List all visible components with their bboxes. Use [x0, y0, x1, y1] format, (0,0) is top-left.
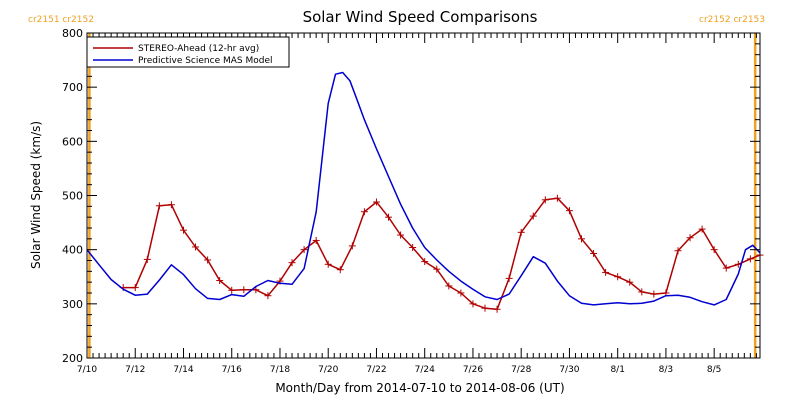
data-point-stereo [385, 213, 393, 221]
data-point-stereo [614, 273, 622, 281]
data-point-stereo [650, 290, 658, 298]
legend-label-stereo: STEREO-Ahead (12-hr avg) [138, 44, 259, 54]
data-point-stereo [517, 228, 525, 236]
data-point-stereo [288, 259, 296, 267]
chart-title: Solar Wind Speed Comparisons [303, 8, 538, 26]
x-tick-label: 7/22 [366, 365, 386, 375]
data-point-stereo [674, 247, 682, 255]
y-tick-label: 700 [62, 81, 83, 94]
data-point-stereo [746, 255, 754, 263]
y-tick-label: 300 [62, 298, 83, 311]
y-tick-label: 400 [62, 244, 83, 257]
data-point-stereo [445, 282, 453, 290]
data-point-stereo [409, 244, 417, 251]
x-tick-label: 8/3 [659, 365, 673, 375]
data-point-stereo [541, 196, 549, 204]
data-point-stereo [638, 288, 646, 296]
data-point-stereo [348, 242, 356, 250]
data-point-stereo [372, 198, 380, 206]
data-point-stereo [553, 194, 561, 202]
data-point-stereo [577, 235, 585, 243]
x-tick-label: 7/18 [270, 365, 290, 375]
data-point-stereo [336, 266, 344, 274]
legend: STEREO-Ahead (12-hr avg) Predictive Scie… [86, 36, 290, 68]
x-tick-label: 7/12 [125, 365, 145, 375]
y-tick-label: 500 [62, 190, 83, 203]
data-point-stereo [481, 304, 489, 312]
x-tick-label: 7/14 [173, 365, 193, 375]
data-point-stereo [228, 286, 236, 294]
carrington-marker-label: cr2152 cr2153 [699, 15, 765, 25]
data-point-stereo [300, 246, 308, 254]
data-point-stereo [131, 284, 139, 292]
x-tick-label: 7/24 [415, 365, 435, 375]
data-point-stereo [397, 231, 405, 239]
x-tick-label: 8/5 [707, 365, 721, 375]
data-point-stereo [626, 278, 634, 286]
y-tick-label: 800 [62, 27, 83, 40]
data-point-stereo [698, 225, 706, 233]
x-tick-label: 7/28 [511, 365, 531, 375]
data-point-stereo [360, 208, 368, 216]
legend-label-model: Predictive Science MAS Model [138, 56, 273, 66]
x-tick-label: 7/16 [222, 365, 242, 375]
y-tick-label: 200 [62, 352, 83, 365]
data-point-stereo [602, 268, 610, 276]
data-point-stereo [590, 249, 598, 257]
data-point-stereo [264, 292, 272, 300]
data-point-stereo [529, 212, 537, 220]
data-point-stereo [312, 236, 320, 244]
data-point-stereo [722, 264, 730, 272]
data-point-stereo [167, 201, 175, 209]
data-point-stereo [493, 305, 501, 313]
series-model-line [86, 71, 761, 306]
y-tick-label: 600 [62, 135, 83, 148]
data-point-stereo [505, 274, 513, 282]
data-point-stereo [421, 258, 429, 266]
x-tick-label: 8/1 [610, 365, 624, 375]
x-tick-label: 7/10 [77, 365, 97, 375]
data-point-stereo [433, 265, 441, 273]
data-point-stereo [204, 256, 212, 264]
data-point-stereo [240, 286, 248, 294]
data-point-stereo [457, 289, 465, 297]
data-point-stereo [179, 226, 187, 234]
series-layer [86, 71, 764, 313]
data-point-stereo [192, 243, 200, 251]
data-point-stereo [155, 202, 163, 210]
data-point-stereo [216, 277, 224, 285]
x-axis-label: Month/Day from 2014-07-10 to 2014-08-06 … [275, 381, 564, 395]
y-axis-label: Solar Wind Speed (km/s) [29, 121, 43, 269]
data-point-stereo [143, 255, 151, 263]
x-tick-label: 7/30 [559, 365, 579, 375]
data-point-stereo [710, 246, 718, 254]
data-point-stereo [324, 260, 332, 268]
data-point-stereo [469, 300, 477, 308]
x-tick-label: 7/20 [318, 365, 338, 375]
data-point-stereo [686, 234, 694, 242]
x-tick-label: 7/26 [463, 365, 483, 375]
legend-box [86, 36, 290, 68]
carrington-marker-label: cr2151 cr2152 [28, 15, 94, 25]
data-point-stereo [565, 207, 573, 215]
